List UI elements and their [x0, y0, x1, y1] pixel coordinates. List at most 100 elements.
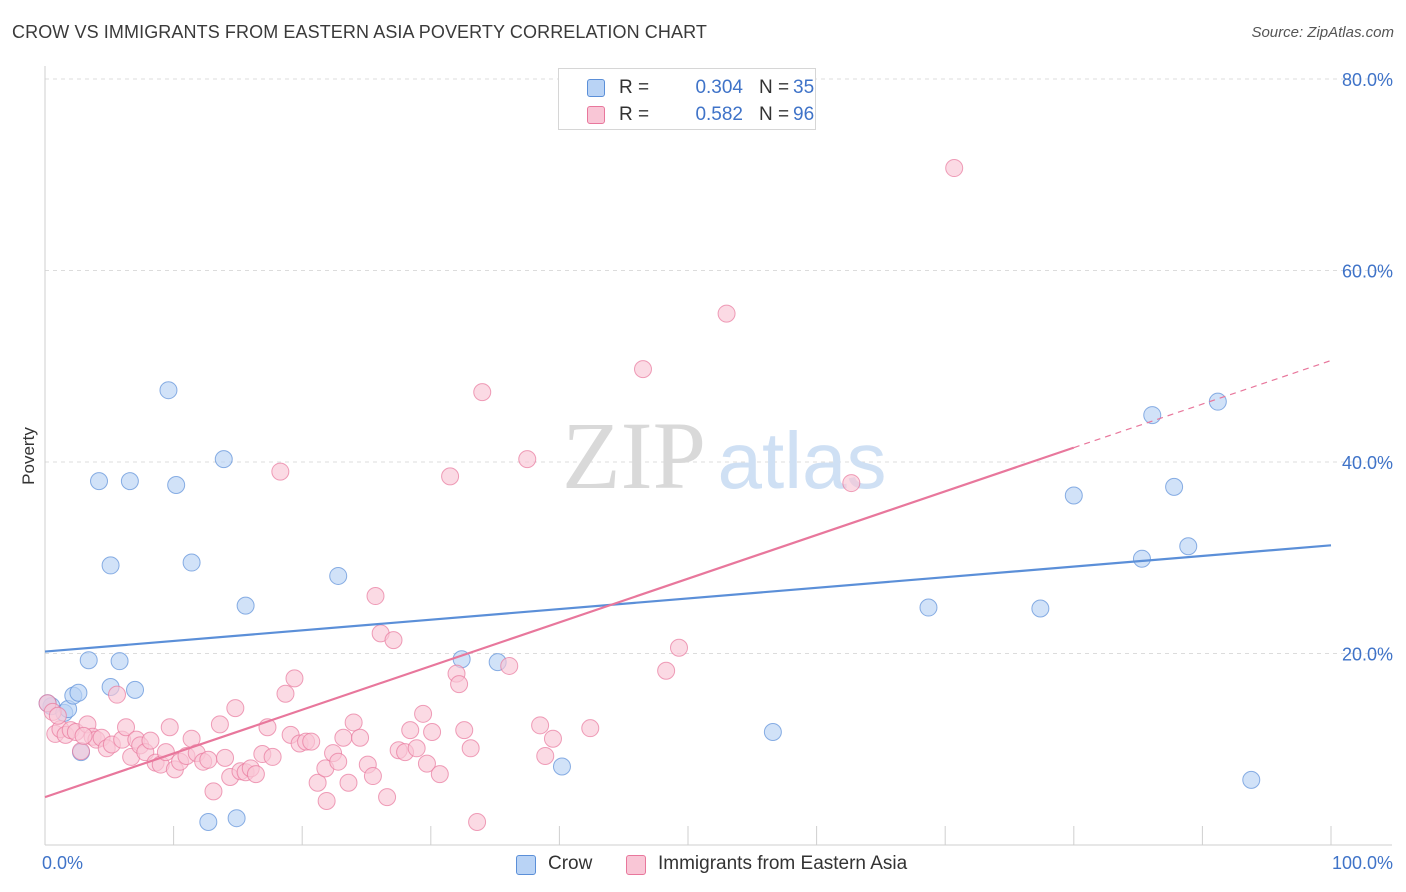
eastern-asia-trend-extension: [1073, 359, 1332, 449]
crow-point: [329, 566, 348, 585]
crow-point: [1208, 392, 1227, 411]
x-tick-label-min: 0.0%: [42, 853, 83, 873]
eastern-asia-point: [74, 726, 93, 745]
eastern-asia-point: [271, 462, 290, 481]
source-credit: Source: ZipAtlas.com: [1251, 24, 1394, 41]
eastern-asia-point: [945, 159, 964, 178]
crow-point: [120, 472, 139, 491]
eastern-asia-point: [401, 721, 420, 740]
eastern-asia-point: [339, 773, 358, 792]
eastern-asia-point: [455, 721, 474, 740]
eastern-asia-point: [842, 474, 861, 493]
crow-point: [159, 381, 178, 400]
eastern-asia-point: [160, 718, 179, 737]
r-label: R =: [619, 104, 650, 125]
axis-labels: 20.0% 40.0% 60.0% 80.0% 0.0% 100.0% Poverty: [19, 70, 1393, 873]
y-tick-label: 80.0%: [1342, 70, 1393, 90]
eastern-asia-point: [407, 739, 426, 758]
eastern-asia-point: [430, 765, 449, 784]
crow-point: [1179, 537, 1198, 556]
trend-lines: [44, 359, 1332, 799]
eastern-asia-trend-line: [44, 446, 1075, 799]
eastern-asia-point: [317, 791, 336, 810]
eastern-asia-point: [414, 704, 433, 723]
eastern-asia-point: [263, 747, 282, 766]
n-label: N =: [759, 77, 790, 98]
eastern-asia-r-value: 0.582: [695, 104, 743, 125]
eastern-asia-point: [423, 723, 442, 742]
y-axis-label: Poverty: [19, 427, 38, 485]
axes: [44, 66, 1392, 846]
stats-legend: R = 0.304 N = 35 R = 0.582 N = 96: [558, 68, 816, 130]
crow-point: [919, 598, 938, 617]
watermark: ZIP atlas: [562, 402, 886, 509]
crow-point: [214, 450, 233, 469]
eastern-asia-point: [441, 467, 460, 486]
eastern-asia-point: [473, 383, 492, 402]
y-tick-label: 40.0%: [1342, 453, 1393, 473]
crow-point: [236, 596, 255, 615]
eastern-asia-point: [366, 587, 385, 606]
crow-swatch: [587, 79, 605, 97]
data-points: [38, 159, 1261, 832]
crow-point: [763, 723, 782, 742]
eastern-asia-point: [351, 728, 370, 747]
watermark-atlas: atlas: [718, 416, 887, 505]
eastern-asia-point: [633, 360, 652, 379]
eastern-asia-point: [669, 638, 688, 657]
eastern-asia-point: [536, 746, 555, 765]
crow-n-value: 35: [793, 77, 815, 98]
crow-point: [1031, 599, 1050, 618]
crow-point: [552, 757, 571, 776]
eastern-asia-point: [199, 750, 218, 769]
eastern-asia-point: [329, 752, 348, 771]
crow-point: [182, 553, 201, 572]
eastern-asia-point: [657, 661, 676, 680]
eastern-asia-point: [302, 732, 321, 751]
crow-r-value: 0.304: [695, 77, 743, 98]
crow-point: [79, 651, 98, 670]
crow-point: [1143, 406, 1162, 425]
series-legend: Crow Immigrants from Eastern Asia: [0, 852, 1406, 878]
crow-point: [199, 813, 218, 832]
eastern-asia-point: [543, 729, 562, 748]
crow-point: [1165, 477, 1184, 496]
eastern-asia-n-value: 96: [793, 104, 815, 125]
crow-point: [101, 556, 120, 575]
eastern-asia-point: [276, 684, 295, 703]
crow-point: [227, 809, 246, 828]
eastern-asia-point: [417, 754, 436, 773]
eastern-asia-point: [500, 656, 519, 675]
y-tick-label: 20.0%: [1342, 645, 1393, 665]
eastern-asia-point: [210, 715, 229, 734]
eastern-asia-point: [344, 713, 363, 732]
eastern-asia-point: [581, 719, 600, 738]
eastern-asia-point: [117, 718, 136, 737]
eastern-asia-point: [48, 706, 67, 725]
y-tick-label: 60.0%: [1342, 262, 1393, 282]
grid-lines: [45, 78, 1392, 654]
eastern-asia-point: [285, 669, 304, 688]
eastern-asia-point: [518, 450, 537, 469]
eastern-asia-point: [72, 742, 91, 761]
eastern-asia-point: [226, 699, 245, 718]
eastern-asia-point: [450, 675, 469, 694]
watermark-zip: ZIP: [562, 402, 706, 509]
eastern-asia-point: [308, 773, 327, 792]
eastern-asia-point: [384, 631, 403, 650]
eastern-asia-legend-swatch: [626, 855, 646, 875]
eastern-asia-point: [246, 765, 265, 784]
crow-point: [69, 683, 88, 702]
eastern-asia-point: [468, 813, 487, 832]
x-tick-label-max: 100.0%: [1332, 853, 1393, 873]
n-label: N =: [759, 104, 790, 125]
eastern-asia-point: [378, 788, 397, 807]
crow-point: [1242, 770, 1261, 789]
eastern-asia-point: [216, 748, 235, 767]
crow-point: [90, 472, 109, 491]
eastern-asia-legend-label: Immigrants from Eastern Asia: [658, 853, 908, 874]
crow-trend-line: [44, 544, 1332, 653]
r-label: R =: [619, 77, 650, 98]
crow-point: [126, 680, 145, 699]
chart-title: CROW VS IMMIGRANTS FROM EASTERN ASIA POV…: [12, 22, 707, 42]
